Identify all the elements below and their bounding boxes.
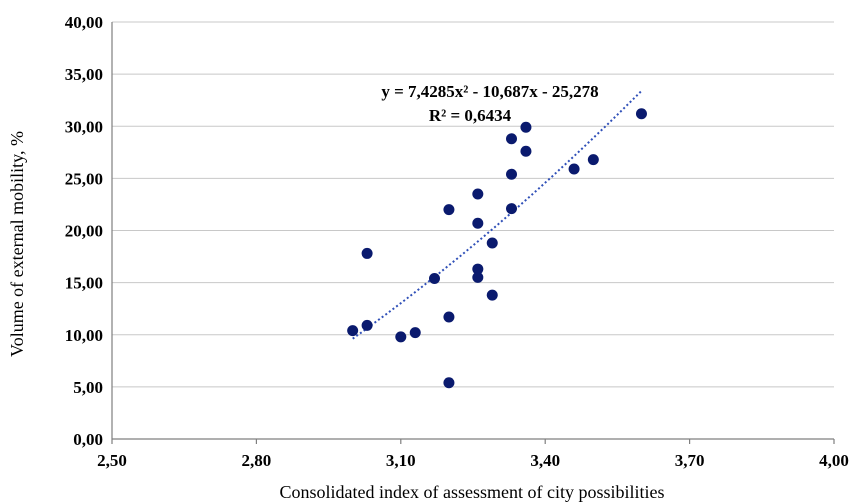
x-tick-label: 3,10 xyxy=(386,451,416,470)
data-point xyxy=(472,263,484,275)
y-axis-title: Volume of external mobility, % xyxy=(7,131,27,357)
data-point xyxy=(506,203,518,215)
y-tick-label: 10,00 xyxy=(65,326,103,345)
data-point xyxy=(361,247,373,259)
gridlines xyxy=(112,21,834,388)
tick-labels: 0,00 5,00 10,00 15,00 20,00 25,00 30,00 35,00 40… xyxy=(65,13,849,470)
data-point xyxy=(443,377,455,389)
y-tick-label: 40,00 xyxy=(65,13,103,32)
data-point xyxy=(568,163,580,175)
x-axis-title: Consolidated index of assessment of city… xyxy=(280,482,665,502)
y-tick-label: 30,00 xyxy=(65,117,103,136)
trendline-group xyxy=(352,90,643,340)
y-tick-label: 20,00 xyxy=(65,222,103,241)
x-tick-label: 3,70 xyxy=(675,451,705,470)
data-point xyxy=(635,108,647,120)
data-point xyxy=(443,204,455,216)
y-tick-label: 35,00 xyxy=(65,65,103,84)
data-point xyxy=(520,121,532,133)
x-tick-label: 3,40 xyxy=(530,451,560,470)
y-tick-label: 5,00 xyxy=(73,378,103,397)
data-points xyxy=(347,108,647,389)
trendline xyxy=(352,90,643,340)
data-point xyxy=(361,319,373,331)
y-tick-label: 0,00 xyxy=(73,430,103,449)
data-point xyxy=(347,325,359,337)
x-tick-label: 4,00 xyxy=(819,451,849,470)
data-point xyxy=(587,154,599,166)
x-tick-label: 2,50 xyxy=(97,451,127,470)
data-point xyxy=(486,237,498,249)
data-point xyxy=(443,311,455,323)
data-point xyxy=(472,217,484,229)
data-point xyxy=(472,188,484,200)
data-point xyxy=(409,327,421,339)
x-tick-label: 2,80 xyxy=(242,451,272,470)
trendline-r-squared: R² = 0,6434 xyxy=(429,106,512,125)
data-point xyxy=(428,272,440,284)
data-point xyxy=(506,168,518,180)
data-point xyxy=(395,331,407,343)
data-point xyxy=(520,145,532,157)
data-point xyxy=(472,271,484,283)
data-point xyxy=(506,133,518,145)
trendline-equation: y = 7,4285x² - 10,687x - 25,278 xyxy=(381,82,598,101)
y-tick-label: 25,00 xyxy=(65,169,103,188)
y-tick-label: 15,00 xyxy=(65,274,103,293)
axes xyxy=(111,22,835,444)
data-point xyxy=(486,289,498,301)
